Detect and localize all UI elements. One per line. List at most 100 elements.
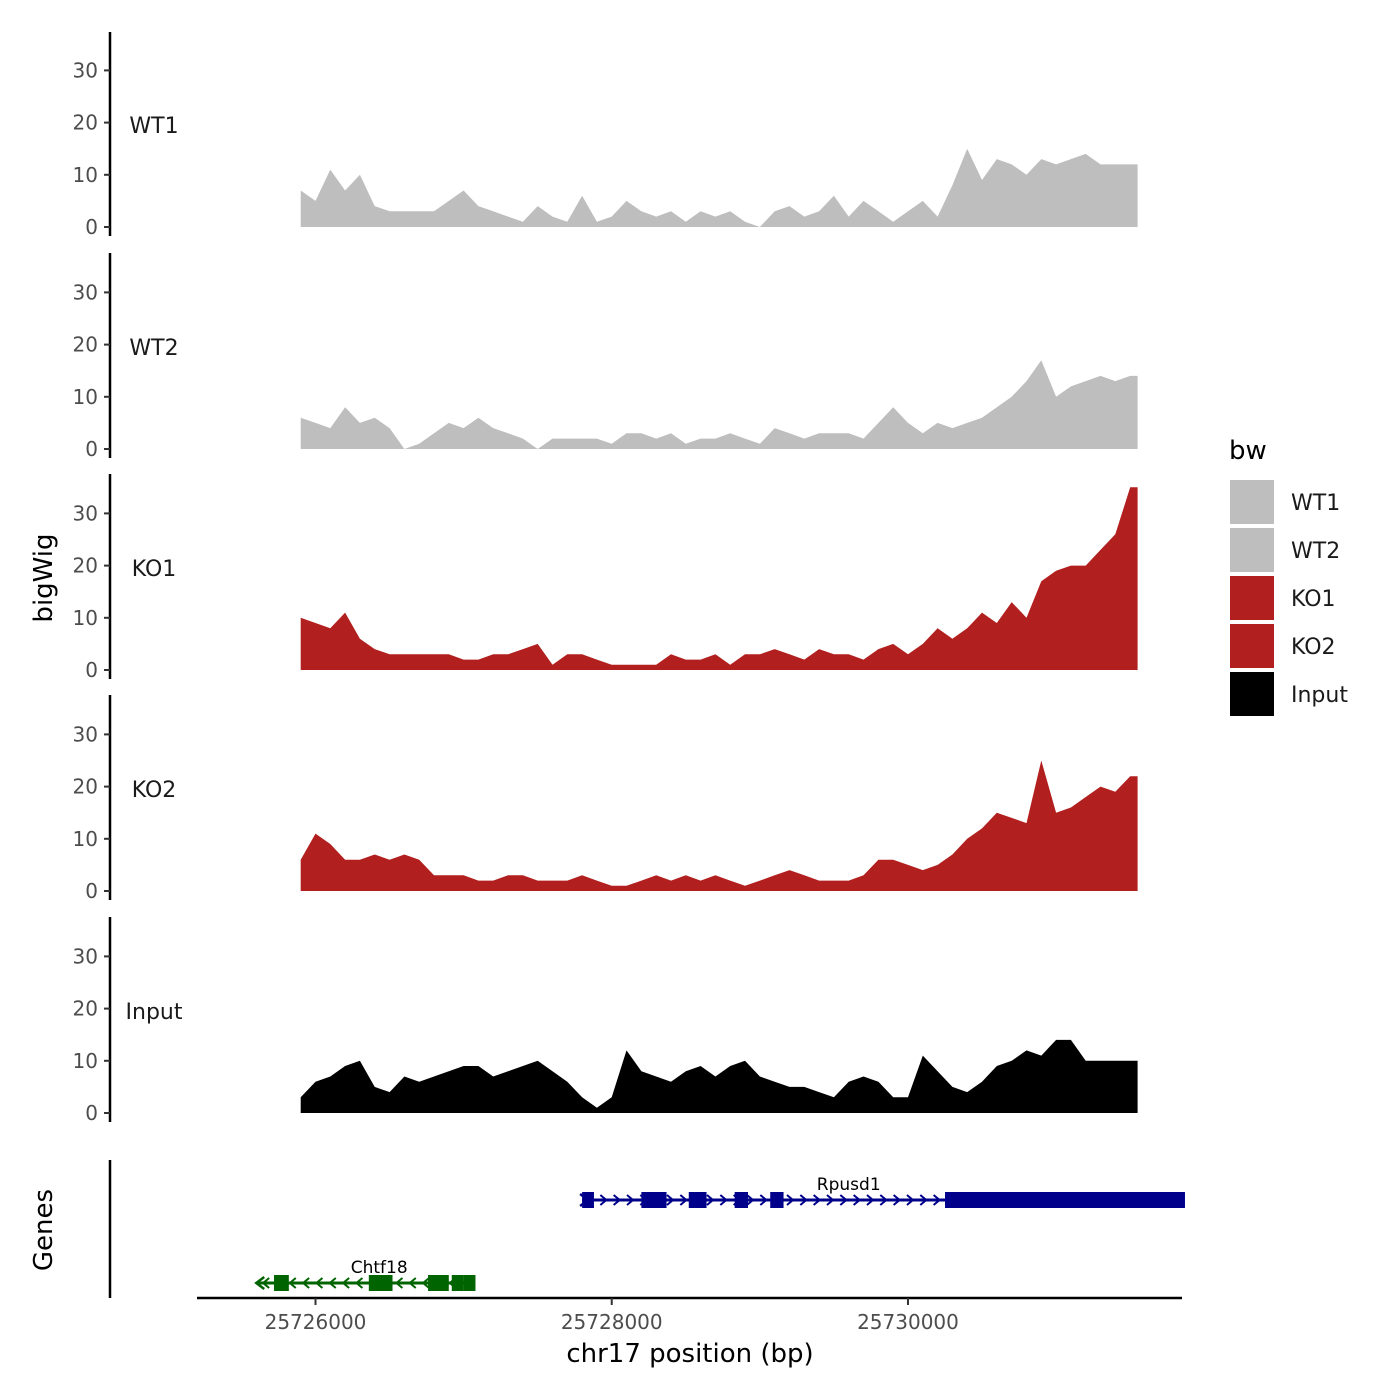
strand-arrow <box>879 1194 888 1206</box>
y-tick-label: 10 <box>73 1049 98 1073</box>
exon-block <box>451 1275 464 1291</box>
exon-block <box>582 1192 594 1208</box>
y-tick-label: 30 <box>73 280 98 304</box>
strand-arrow <box>919 1194 928 1206</box>
track-label: KO2 <box>132 778 177 803</box>
exon-block <box>734 1192 749 1208</box>
strand-arrow <box>328 1277 337 1289</box>
strand-arrow <box>613 1194 622 1206</box>
legend-key-wt1 <box>1230 480 1274 524</box>
exon-block <box>770 1192 784 1208</box>
track-label: WT2 <box>129 336 178 361</box>
y-tick-label: 30 <box>73 722 98 746</box>
legend-label-input: Input <box>1291 683 1348 708</box>
strand-arrow <box>301 1277 310 1289</box>
gene-annotation-panel: Rpusd1 Chtf18 <box>108 1160 1185 1298</box>
exon-block <box>428 1275 449 1291</box>
strand-arrow <box>932 1194 942 1206</box>
y-tick-label: 10 <box>73 606 98 630</box>
legend-label-ko1: KO1 <box>1291 587 1336 612</box>
track-wt2: 0 10 20 30 WT2 <box>73 253 1138 461</box>
strand-arrow <box>421 1277 430 1289</box>
y-tick-label: 0 <box>85 215 98 239</box>
strand-arrow <box>719 1194 728 1206</box>
strand-arrow <box>839 1194 848 1206</box>
y-tick-label: 0 <box>85 879 98 903</box>
strand-arrow <box>866 1194 875 1206</box>
y-tick-label: 0 <box>85 437 98 461</box>
y-tick-label: 10 <box>73 827 98 851</box>
strand-arrow <box>666 1194 675 1206</box>
track-wt1: 0 10 20 30 WT1 <box>73 32 1138 239</box>
legend-key-ko2 <box>1230 624 1274 668</box>
exon-block <box>688 1192 707 1208</box>
y-tick-label: 20 <box>73 554 98 578</box>
exon-block <box>463 1275 476 1291</box>
y-tick-label: 30 <box>73 501 98 525</box>
y-tick-label: 30 <box>73 58 98 82</box>
strand-arrow <box>746 1194 755 1206</box>
strand-arrow <box>599 1194 608 1206</box>
strand-arrow <box>852 1194 862 1206</box>
x-axis: 25726000 25728000 25730000 <box>197 1296 1182 1334</box>
coverage-area-wt2 <box>300 360 1138 449</box>
y-tick-label: 20 <box>73 997 98 1021</box>
track-label: WT1 <box>129 114 178 139</box>
legend-key-wt2 <box>1230 528 1274 572</box>
strand-arrow <box>906 1194 915 1206</box>
legend-label-wt1: WT1 <box>1291 491 1340 516</box>
legend-title: bw <box>1229 436 1267 466</box>
strand-arrow <box>706 1194 715 1206</box>
legend-key-input <box>1230 672 1274 716</box>
strand-arrow <box>341 1277 350 1289</box>
y-tick-label: 10 <box>73 385 98 409</box>
strand-arrow <box>786 1194 795 1206</box>
x-tick-label: 25728000 <box>561 1310 663 1334</box>
x-tick-label: 25726000 <box>265 1310 367 1334</box>
exon-block <box>641 1192 667 1208</box>
y-axis-title: bigWig <box>29 533 59 622</box>
strand-arrow <box>288 1277 297 1289</box>
gene-rpusd1: Rpusd1 <box>579 1175 1185 1208</box>
gene-label: Chtf18 <box>351 1258 408 1278</box>
track-ko1: 0 10 20 30 KO1 <box>73 474 1138 682</box>
legend: bw WT1 WT2 KO1 KO2 Input <box>1229 436 1348 716</box>
strand-arrow <box>408 1277 417 1289</box>
coverage-tracks: 0 10 20 30 WT1 0 10 20 30 WT2 0 10 20 30 KO1 0 10 20 30 KO2… <box>73 32 1138 1125</box>
gene-label: Rpusd1 <box>817 1175 881 1195</box>
coverage-area-input <box>300 1039 1138 1113</box>
exon-block <box>945 1192 1185 1208</box>
track-input: 0 10 20 30 Input <box>73 917 1138 1125</box>
strand-arrow <box>892 1194 902 1206</box>
coverage-area-ko2 <box>300 760 1138 891</box>
y-tick-label: 0 <box>85 658 98 682</box>
legend-label-wt2: WT2 <box>1291 539 1340 564</box>
coverage-area-wt1 <box>300 148 1138 227</box>
x-axis-title: chr17 position (bp) <box>566 1339 813 1369</box>
x-tick-label: 25730000 <box>857 1310 959 1334</box>
strand-arrow <box>314 1277 324 1289</box>
y-tick-label: 20 <box>73 333 98 357</box>
strand-arrow <box>759 1194 768 1206</box>
strand-arrow <box>626 1194 635 1206</box>
genes-axis-title: Genes <box>29 1189 59 1271</box>
gene-chtf18: Chtf18 <box>254 1258 476 1291</box>
strand-end-arrow <box>254 1276 265 1290</box>
y-tick-label: 20 <box>73 775 98 799</box>
legend-label-ko2: KO2 <box>1291 635 1336 660</box>
legend-key-ko1 <box>1230 576 1274 620</box>
y-tick-label: 30 <box>73 944 98 968</box>
strand-arrow <box>394 1277 404 1289</box>
y-tick-label: 0 <box>85 1101 98 1125</box>
y-tick-label: 20 <box>73 111 98 135</box>
y-tick-label: 10 <box>73 163 98 187</box>
strand-arrow <box>799 1194 808 1206</box>
exon-block <box>368 1275 393 1291</box>
strand-arrow <box>826 1194 835 1206</box>
coverage-area-ko1 <box>300 487 1138 670</box>
strand-arrow <box>812 1194 822 1206</box>
track-label: KO1 <box>132 557 177 582</box>
strand-arrow <box>679 1194 688 1206</box>
track-label: Input <box>126 1000 183 1025</box>
